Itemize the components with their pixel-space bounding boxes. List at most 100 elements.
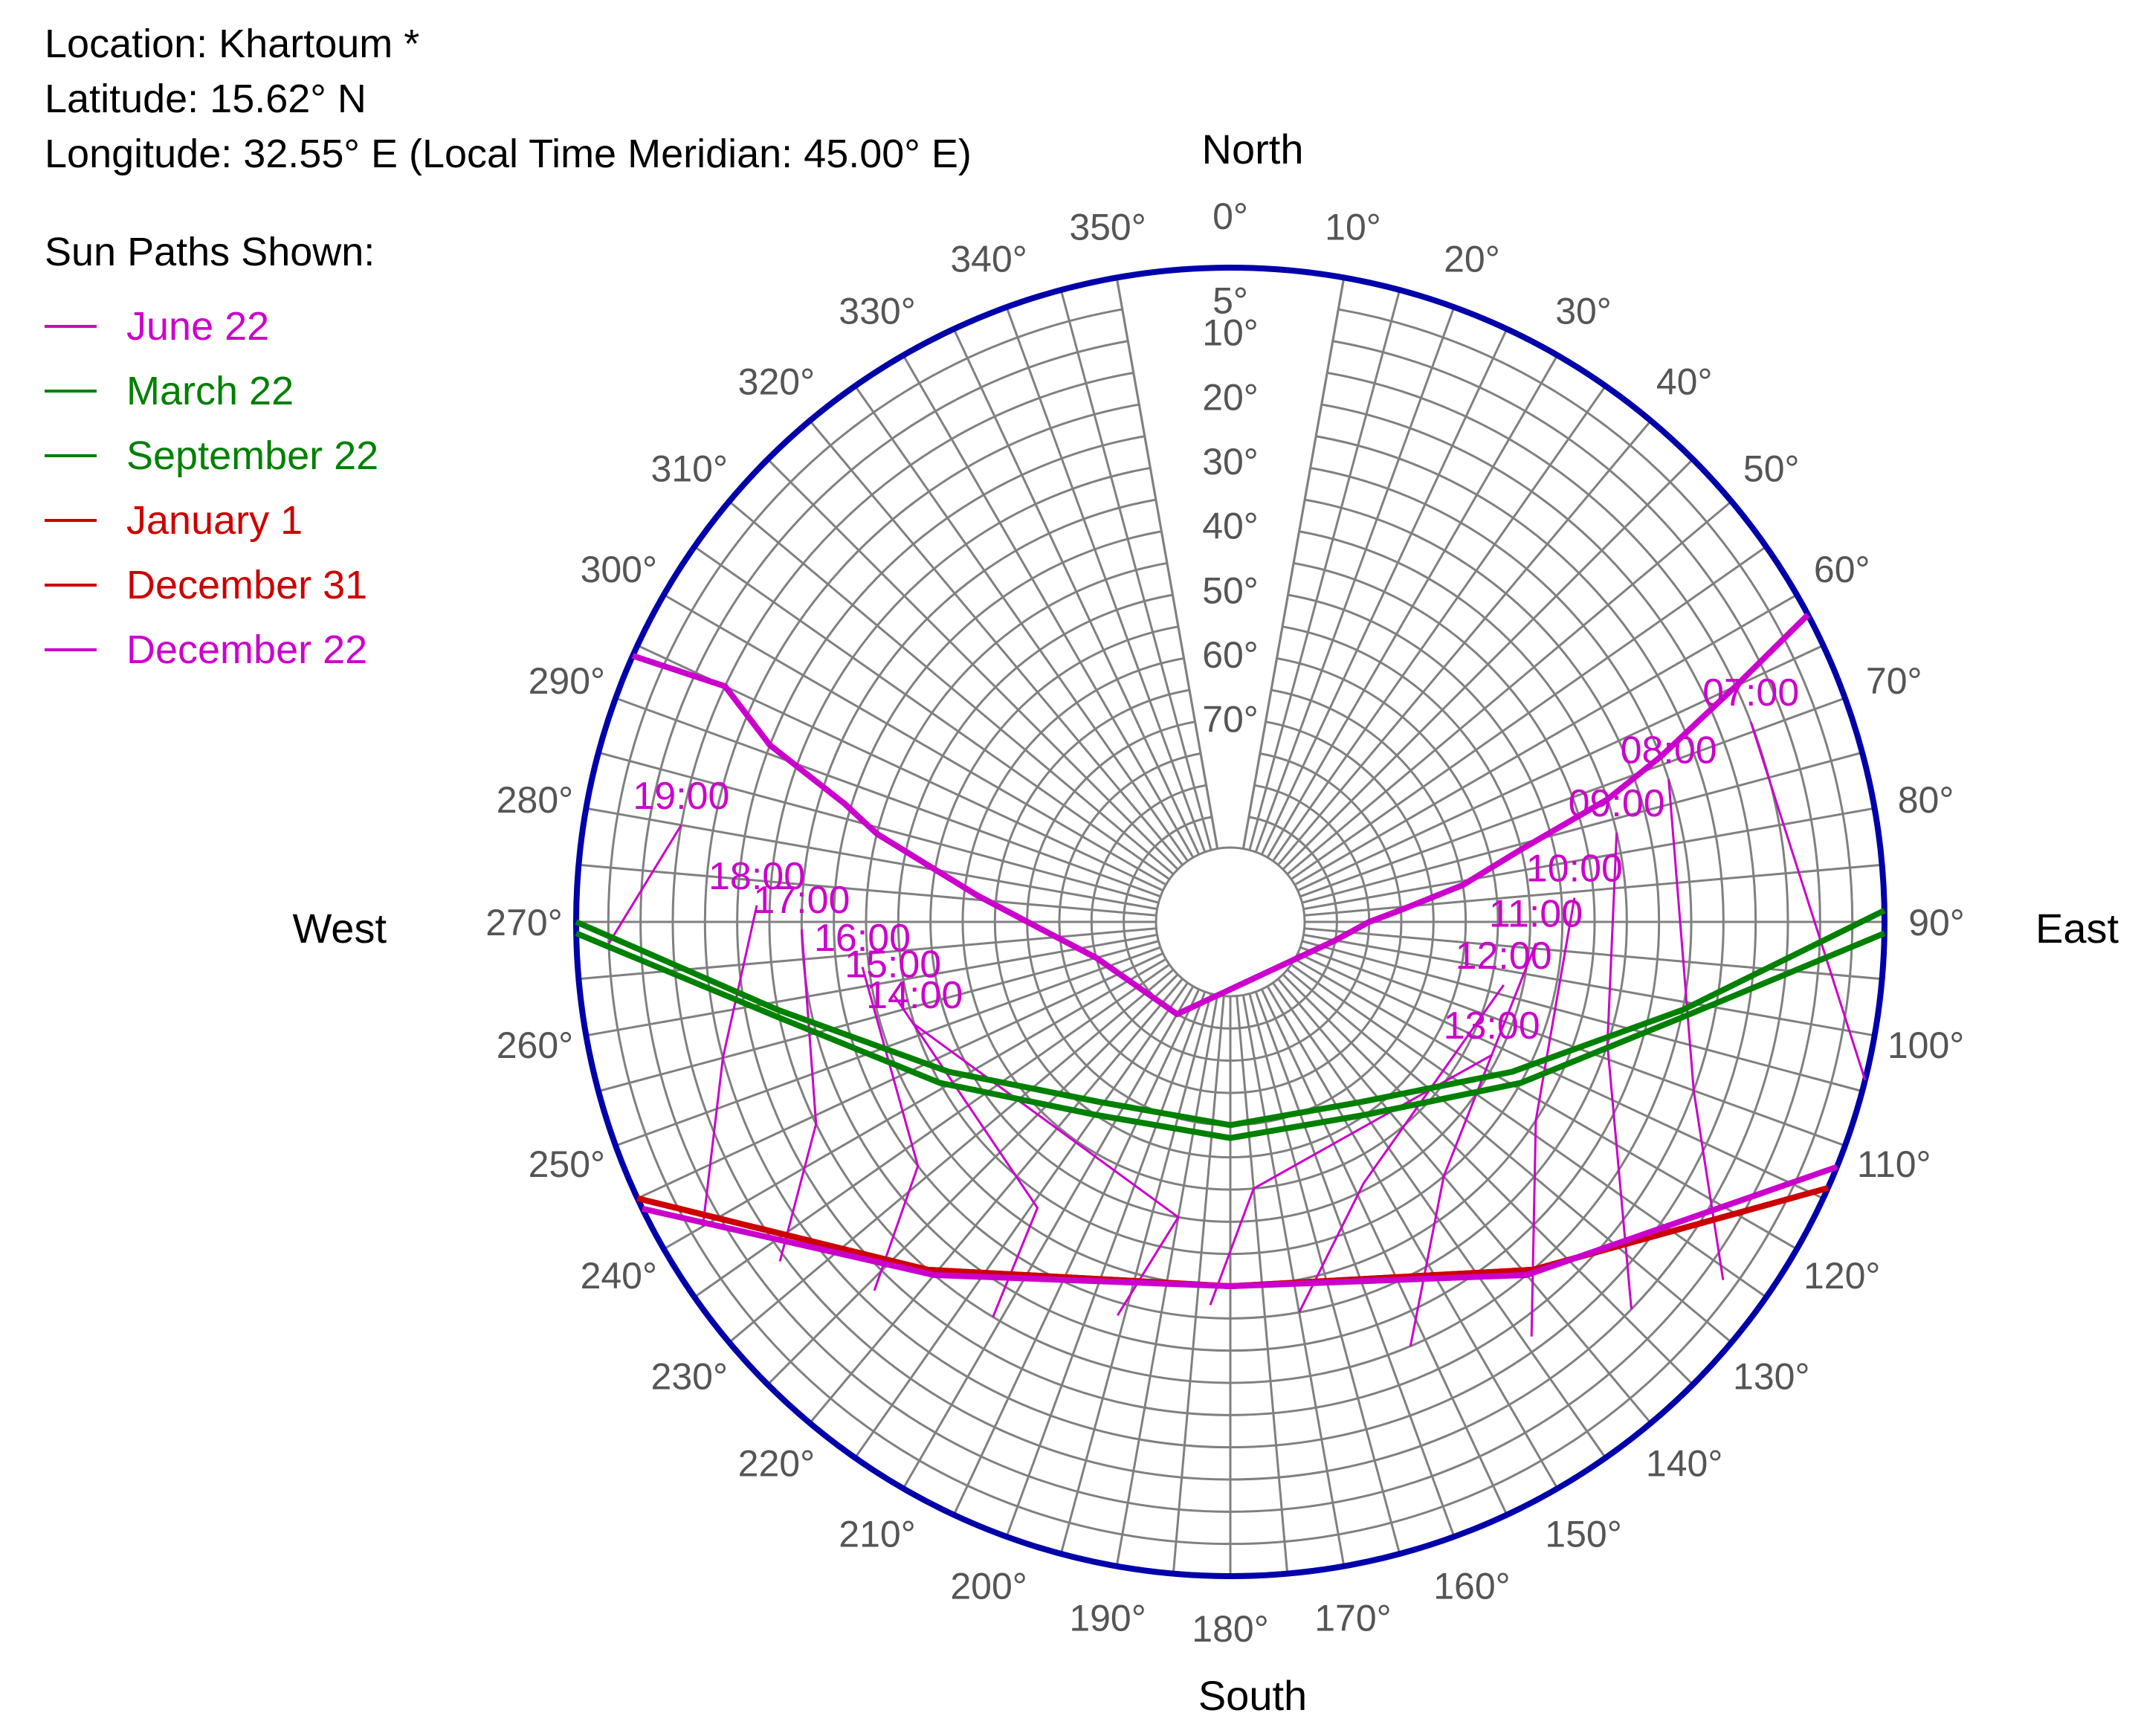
- azimuth-gridline: [1286, 500, 1733, 875]
- wedge-boundary-line: [1241, 277, 1346, 849]
- azimuth-gridline: [1005, 306, 1207, 853]
- azimuth-gridline: [1291, 546, 1767, 880]
- hour-line: [607, 824, 682, 944]
- azimuth-gridline: [694, 546, 1170, 880]
- azimuth-gridline: [1266, 355, 1559, 859]
- legend-label: March 22: [126, 368, 294, 413]
- azimuth-gridline: [1294, 958, 1798, 1251]
- azimuth-gridline: [1304, 927, 1882, 981]
- azimuth-tick-label: 70°: [1866, 660, 1922, 702]
- hour-label: 14:00: [866, 974, 963, 1017]
- altitude-tick-label: 50°: [1202, 569, 1259, 611]
- legend-swatch: [45, 389, 97, 393]
- azimuth-gridline: [1059, 289, 1212, 851]
- azimuth-tick-label: 270°: [485, 902, 562, 943]
- sun-path-line: [575, 930, 1886, 1141]
- hour-label: 19:00: [633, 775, 729, 818]
- hour-line: [1667, 779, 1725, 1280]
- azimuth-gridline: [615, 697, 1161, 898]
- hour-label: 12:00: [1456, 935, 1552, 978]
- azimuth-gridline: [586, 933, 1157, 1037]
- hour-line: [861, 967, 920, 1291]
- azimuth-tick-label: 140°: [1646, 1443, 1722, 1485]
- hour-label: 10:00: [1526, 848, 1623, 891]
- azimuth-tick-label: 330°: [839, 290, 915, 332]
- azimuth-tick-label: 170°: [1314, 1598, 1391, 1639]
- legend-label: January 1: [126, 497, 303, 543]
- azimuth-gridline: [1005, 991, 1207, 1537]
- azimuth-tick-label: 310°: [651, 448, 728, 489]
- azimuth-gridline: [663, 958, 1167, 1251]
- azimuth-tick-label: 20°: [1444, 238, 1500, 280]
- legend-item: March 22: [45, 358, 378, 423]
- altitude-tick-label: 20°: [1202, 376, 1259, 418]
- sun-path-line: [642, 1164, 1838, 1289]
- azimuth-tick-label: 50°: [1743, 448, 1800, 489]
- azimuth-gridline: [1296, 952, 1824, 1200]
- hour-label: 07:00: [1702, 671, 1799, 714]
- legend-label: December 31: [126, 562, 368, 607]
- azimuth-gridline: [1248, 289, 1401, 851]
- azimuth-tick-label: 60°: [1814, 549, 1870, 590]
- altitude-tick-label: 5°: [1212, 280, 1248, 321]
- hour-label: 13:00: [1444, 1004, 1540, 1048]
- azimuth-gridline: [728, 500, 1175, 875]
- legend-label: June 22: [126, 303, 270, 349]
- azimuth-gridline: [766, 973, 1179, 1386]
- azimuth-tick-label: 260°: [497, 1025, 573, 1066]
- legend-swatch: [45, 648, 97, 651]
- azimuth-tick-label: 0°: [1212, 196, 1248, 237]
- azimuth-gridline: [1286, 969, 1733, 1343]
- legend-item: September 22: [45, 423, 378, 488]
- azimuth-gridline: [1260, 328, 1508, 856]
- hour-label: 17:00: [753, 879, 850, 922]
- legend-item: December 22: [45, 617, 378, 682]
- azimuth-gridline: [598, 940, 1159, 1093]
- azimuth-gridline: [636, 952, 1164, 1200]
- latitude-label: Latitude: 15.62° N: [45, 77, 366, 121]
- azimuth-gridline: [809, 419, 1183, 866]
- hour-line: [1749, 721, 1867, 1081]
- azimuth-tick-label: 120°: [1803, 1255, 1880, 1297]
- legend: June 22 March 22 September 22 January 1 Dece…: [45, 294, 378, 682]
- azimuth-gridline: [615, 946, 1161, 1147]
- azimuth-tick-label: 110°: [1857, 1143, 1931, 1185]
- azimuth-tick-label: 250°: [529, 1143, 605, 1185]
- altitude-tick-label: 70°: [1202, 699, 1259, 740]
- azimuth-gridline: [578, 863, 1157, 917]
- azimuth-tick-label: 230°: [651, 1356, 728, 1398]
- azimuth-gridline: [1299, 946, 1846, 1147]
- hour-line: [1209, 1053, 1493, 1306]
- azimuth-gridline: [1272, 385, 1606, 862]
- azimuth-tick-label: 190°: [1069, 1598, 1146, 1639]
- altitude-tick-label: 10°: [1202, 312, 1259, 354]
- azimuth-gridline: [854, 982, 1189, 1459]
- azimuth-gridline: [809, 978, 1183, 1424]
- azimuth-gridline: [902, 985, 1195, 1489]
- hour-label: 18:00: [708, 855, 805, 898]
- legend-item: December 31: [45, 552, 378, 617]
- hour-line: [778, 929, 818, 1262]
- longitude-label: Longitude: 32.55° E (Local Time Meridian…: [45, 132, 972, 176]
- hour-label: 15:00: [845, 943, 941, 986]
- azimuth-gridline: [1291, 964, 1767, 1298]
- azimuth-tick-label: 30°: [1555, 290, 1612, 332]
- hour-label: 16:00: [814, 917, 911, 960]
- legend-swatch: [45, 324, 97, 328]
- azimuth-tick-label: 280°: [497, 779, 573, 821]
- azimuth-gridline: [1302, 940, 1863, 1093]
- hour-line: [1530, 897, 1576, 1337]
- direction-label-west: West: [292, 905, 387, 952]
- legend-swatch: [45, 454, 97, 457]
- hour-line: [1409, 943, 1537, 1347]
- altitude-tick-label: 40°: [1202, 506, 1259, 547]
- azimuth-gridline: [1272, 982, 1606, 1459]
- azimuth-tick-label: 150°: [1545, 1514, 1621, 1555]
- direction-label-south: South: [1198, 1672, 1307, 1719]
- azimuth-gridline: [1282, 973, 1694, 1386]
- direction-label-north: North: [1202, 126, 1304, 172]
- altitude-tick-label: 60°: [1202, 634, 1259, 676]
- azimuth-gridline: [694, 964, 1170, 1298]
- wedge-boundary-line: [1115, 277, 1219, 849]
